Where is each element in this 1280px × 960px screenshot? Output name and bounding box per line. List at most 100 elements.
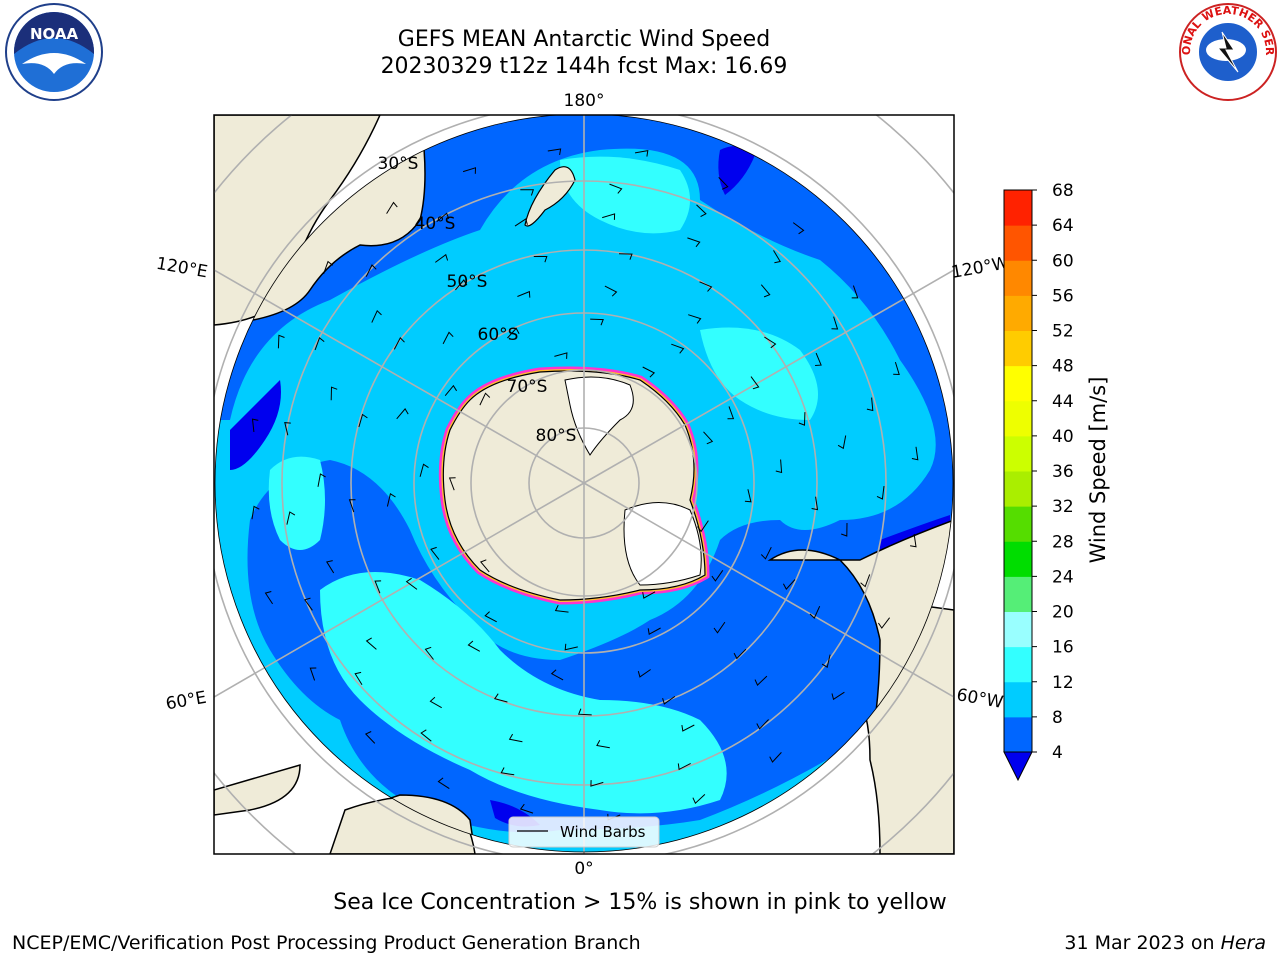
wind-barb [507,327,520,339]
wind-barb [754,675,768,686]
wind-barb [634,149,649,157]
colorbar-segment [1004,365,1032,402]
colorbar-tick-label: 12 [1052,673,1074,693]
lon-label-60w: 60°W [955,685,1005,713]
wind-barb [365,637,377,650]
wind-barb [364,731,376,744]
wind-barb [284,422,291,436]
map-frame [213,114,955,855]
wind-barb [484,611,497,623]
wind-barb [374,580,382,594]
colorbar-tick-label: 36 [1052,462,1074,482]
wind-barb [330,386,338,401]
footer-branch: NCEP/EMC/Verification Post Processing Pr… [12,932,641,954]
wind-barb [508,733,523,743]
wind-barb [564,643,578,651]
wind-barb [371,309,382,323]
colorbar-segment [1004,611,1032,648]
colorbar-segment [1004,716,1032,753]
wind-barb [442,331,454,345]
wind-barb [303,597,313,611]
colorbar-segment [1004,506,1032,542]
wind-barb [703,431,714,445]
lon-label-180: 180° [564,91,605,111]
wind-barb [727,406,735,420]
wind-barb [760,284,771,298]
ross-ice-shelf [564,376,634,456]
wind-barb [533,256,548,263]
wind-barb [911,446,919,461]
wind-barb [419,463,429,477]
wind-barb [671,343,685,354]
wind-barb [251,505,260,520]
wind-barb [435,253,449,263]
wind-barb [554,352,568,359]
colorbar-segment [1004,260,1032,296]
wind-barb [910,533,917,548]
colorbar-segment [1004,646,1032,683]
wind-barb [550,669,564,681]
colorbar-tick-label: 60 [1052,251,1074,271]
wind-barb [277,334,285,349]
wind-barb [520,189,534,196]
wind-barb [609,183,623,194]
colorbar-tick-label: 48 [1052,357,1074,377]
wind-barb [851,285,859,299]
colorbar-tick-label: 16 [1052,638,1074,658]
wind-barb [590,780,604,787]
wind-barb [393,337,405,350]
wind-barb [837,435,847,450]
wind-barb [662,695,676,705]
wind-barb [462,167,477,174]
map-boundary [214,115,954,853]
wind-barb [430,546,440,560]
wind-barb [365,264,377,277]
colorbar-tick-label: 28 [1052,532,1074,552]
colorbar-tick-label: 56 [1052,286,1074,306]
wind-barb [711,570,724,582]
colorbar-tick-label: 24 [1052,567,1074,587]
wind-barb [792,222,805,235]
wind-barb [514,218,528,227]
wind-barb [782,579,796,590]
wind-barb [309,667,317,681]
wind-barb [479,559,490,573]
weddell-ice-shelf [623,502,702,586]
wind-barb [642,591,656,599]
graticule [214,115,954,854]
wind-barb [314,336,325,351]
wind-barb [317,473,326,487]
legend: Wind Barbs [508,816,660,848]
colorbar-segment [1004,681,1032,718]
wind-barb [764,336,777,349]
wind-barb [547,148,562,155]
wind-barb [251,418,259,433]
colorbar-segment [1004,330,1032,367]
wind-barb [590,318,604,326]
wind-barb [760,546,772,560]
wind-barb [354,671,363,686]
wind-barb [893,361,900,376]
wind-barb [519,803,534,814]
colorbar-extend-arrow [1003,751,1033,782]
wind-barb [750,376,760,390]
noaa-logo-text: NOAA [30,25,79,43]
wind-barb [386,493,396,507]
wind-barb [429,696,442,709]
nws-logo: NATIONAL WEATHER SERVICE [1178,2,1277,101]
wind-barb [713,621,726,634]
wind-barb [467,640,481,652]
colorbar-segment [1004,576,1032,612]
wind-barb [396,408,409,420]
wind-barb [604,285,618,297]
wind-barb [493,693,508,703]
wind-barb [692,794,706,805]
lat-label-60s: 60°S [478,325,519,345]
wind-barb [860,574,871,588]
lat-label-50s: 50°S [447,272,488,292]
colorbar-segment [1004,295,1032,331]
lon-label-60e: 60°E [164,688,208,715]
wind-barb [697,520,709,533]
chart-title: GEFS MEAN Antarctic Wind Speed [397,27,771,52]
wind-barb [688,314,702,324]
